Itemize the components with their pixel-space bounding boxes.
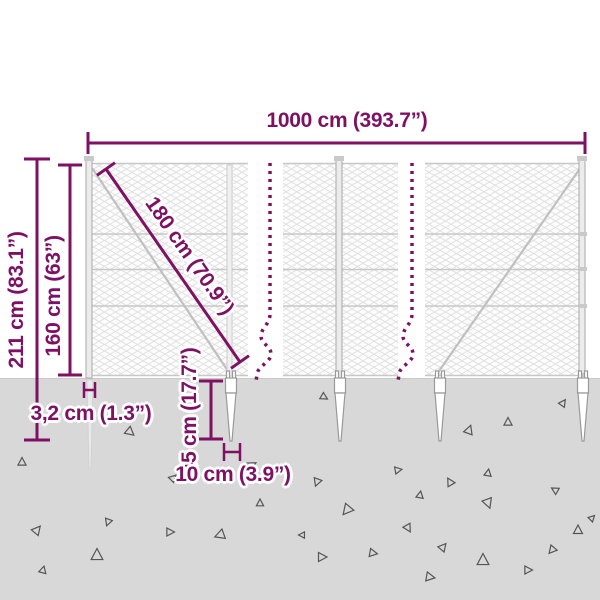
gravel-triangle — [16, 456, 28, 466]
gravel-triangle — [318, 391, 329, 400]
ground-area — [0, 378, 600, 600]
ground-spike — [433, 370, 447, 442]
gravel-triangle — [550, 487, 561, 496]
dim-spike-width — [222, 443, 242, 461]
label-spike-depth: 45 cm (17.7”) — [178, 347, 201, 475]
gravel-triangles — [16, 391, 596, 582]
ground-spikes — [224, 370, 590, 442]
break-line-left — [254, 163, 273, 383]
break-lines — [254, 163, 415, 383]
gravel-triangle — [104, 517, 114, 527]
dim-brace-length — [96, 161, 250, 370]
dim-spike-depth — [199, 379, 223, 441]
label-total-height: 211 cm (83.1”) — [5, 231, 28, 369]
gravel-triangle — [425, 570, 437, 582]
dim-total-width — [86, 132, 587, 154]
label-post-diameter: 3,2 cm (1.3”) — [30, 402, 152, 425]
gravel-triangle — [572, 523, 584, 535]
gravel-triangle — [401, 522, 411, 534]
gravel-triangle — [123, 425, 135, 437]
ground-spike — [333, 370, 347, 442]
wire-clamps — [580, 232, 587, 377]
gravel-triangle — [548, 543, 559, 555]
post-cap-right — [577, 156, 587, 161]
gravel-triangle — [436, 542, 447, 554]
gravel-triangle — [476, 552, 490, 566]
gravel-triangle — [246, 462, 258, 472]
gravel-triangle — [317, 551, 329, 563]
gravel-triangle — [30, 525, 42, 537]
brace-wire-right — [436, 166, 582, 375]
post-middle — [335, 157, 343, 379]
gravel-triangle — [255, 497, 265, 507]
post-cap-middle — [334, 156, 344, 161]
label-spike-width: 10 cm (3.9”) — [175, 463, 291, 486]
ground-spike — [224, 370, 238, 442]
gravel-triangle — [166, 526, 176, 538]
gravel-triangle — [313, 476, 324, 488]
label-fence-height: 160 cm (63”) — [42, 235, 65, 357]
gravel-triangle — [480, 496, 493, 510]
dim-total-height — [24, 157, 50, 442]
label-total-width: 1000 cm (393.7”) — [266, 109, 428, 132]
dim-post-diameter — [82, 382, 97, 398]
dimension-lines — [24, 132, 587, 461]
break-line-right — [396, 163, 415, 383]
fence-posts — [84, 156, 587, 469]
gravel-triangle — [167, 474, 177, 484]
gravel-triangle — [482, 467, 492, 478]
gravel-triangle — [213, 527, 227, 540]
ground-spike — [576, 370, 590, 442]
post-left — [85, 157, 93, 379]
gravel-triangle — [342, 502, 355, 516]
gravel-triangle — [502, 416, 514, 426]
gravel-triangle — [368, 547, 379, 558]
gravel-triangle — [393, 466, 404, 476]
gravel-triangle — [297, 530, 306, 540]
brace-wires — [91, 166, 582, 375]
dim-fence-height — [58, 163, 82, 377]
gravel-triangle — [524, 564, 534, 576]
gravel-triangle — [586, 514, 596, 524]
post-underground-spike-left — [86, 379, 94, 469]
gravel-triangle — [414, 489, 424, 500]
gravel-triangle — [447, 476, 457, 488]
post-cap-left — [84, 156, 94, 161]
gravel-triangle — [37, 564, 47, 575]
gravel-triangle — [557, 398, 567, 409]
brace-wire-left — [91, 167, 231, 375]
gravel-triangle — [90, 547, 104, 561]
gravel-triangle — [462, 424, 473, 436]
